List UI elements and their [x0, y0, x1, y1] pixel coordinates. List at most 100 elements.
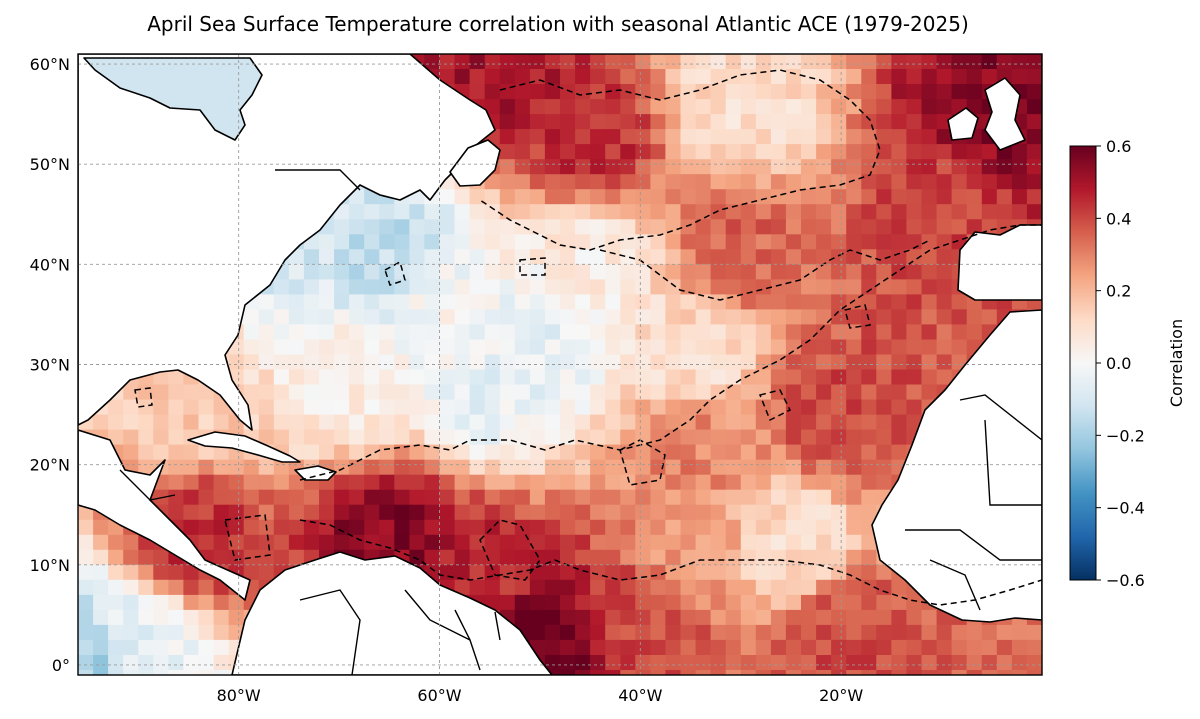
heatmap-cell	[243, 549, 260, 566]
heatmap-cell	[831, 444, 847, 461]
heatmap-cell	[846, 339, 862, 356]
heatmap-cell	[605, 129, 621, 145]
heatmap-cell	[454, 354, 471, 371]
heatmap-cell	[906, 670, 923, 675]
heatmap-cell	[514, 204, 531, 220]
heatmap-cell	[801, 549, 817, 566]
heatmap-cell	[755, 564, 772, 581]
heatmap-cell	[650, 234, 667, 250]
border-line	[959, 394, 1042, 441]
heatmap-cell	[680, 309, 697, 325]
heatmap-cell	[454, 474, 471, 491]
heatmap-cell	[529, 219, 546, 235]
heatmap-cell	[710, 309, 727, 325]
heatmap-cell	[936, 354, 953, 371]
heatmap-cell	[379, 234, 395, 250]
heatmap-cell	[680, 579, 697, 596]
heatmap-cell	[966, 174, 983, 190]
heatmap-cell	[891, 309, 908, 325]
heatmap-cell	[168, 414, 185, 431]
land-newfoundland	[449, 139, 501, 187]
heatmap-cell	[921, 309, 938, 325]
heatmap-cell	[469, 204, 486, 220]
heatmap-cell	[123, 414, 139, 431]
heatmap-cell	[590, 489, 606, 506]
heatmap-cell	[891, 624, 908, 641]
heatmap-cell	[816, 655, 832, 671]
heatmap-cell	[816, 294, 832, 310]
heatmap-cell	[424, 294, 441, 310]
heatmap-cell	[364, 384, 380, 401]
heatmap-cell	[529, 624, 546, 641]
heatmap-cell	[740, 174, 757, 190]
heatmap-cell	[575, 159, 591, 175]
heatmap-cell	[560, 144, 576, 160]
heatmap-cell	[831, 519, 847, 536]
land-hispaniola	[294, 465, 337, 481]
heatmap-cell	[695, 655, 712, 671]
heatmap-cell	[605, 354, 621, 371]
heatmap-cell	[861, 189, 877, 205]
land-ireland	[947, 107, 979, 141]
heatmap-cell	[725, 324, 742, 340]
heatmap-cell	[394, 414, 410, 431]
heatmap-cell	[544, 339, 561, 356]
heatmap-cell	[364, 234, 380, 250]
heatmap-cell	[319, 534, 335, 551]
heatmap-cell	[605, 264, 621, 280]
heatmap-cell	[198, 489, 215, 506]
heatmap-cell	[951, 144, 968, 160]
heatmap-cell	[936, 639, 953, 656]
heatmap-cell	[123, 384, 139, 401]
heatmap-cell	[770, 339, 787, 356]
heatmap-cell	[529, 309, 546, 325]
heatmap-cell	[981, 174, 998, 190]
heatmap-cell	[996, 655, 1013, 671]
heatmap-cell	[725, 670, 742, 675]
heatmap-cell	[801, 624, 817, 641]
heatmap-cell	[1026, 655, 1042, 671]
heatmap-cell	[755, 639, 772, 656]
heatmap-cell	[183, 474, 200, 491]
heatmap-cell	[846, 144, 862, 160]
heatmap-cell	[861, 369, 877, 386]
heatmap-cell	[349, 309, 365, 325]
heatmap-cell	[409, 339, 426, 356]
heatmap-cell	[590, 670, 606, 675]
heatmap-cell	[891, 354, 908, 371]
heatmap-cell	[710, 444, 727, 461]
heatmap-cell	[785, 369, 802, 386]
heatmap-cell	[575, 639, 591, 656]
heatmap-cell	[951, 294, 968, 310]
heatmap-cell	[695, 384, 712, 401]
heatmap-cell	[755, 594, 772, 611]
heatmap-cell	[319, 324, 335, 340]
heatmap-cell	[424, 444, 441, 461]
heatmap-cell	[831, 670, 847, 675]
heatmap-cell	[394, 504, 410, 521]
heatmap-cell	[213, 489, 230, 506]
heatmap-cell	[560, 639, 576, 656]
heatmap-cell	[921, 609, 938, 626]
heatmap-cell	[936, 129, 953, 145]
heatmap-cell	[725, 144, 742, 160]
heatmap-cell	[710, 354, 727, 371]
heatmap-cell	[575, 670, 591, 675]
heatmap-cell	[364, 489, 380, 506]
heatmap-cell	[469, 279, 486, 295]
heatmap-cell	[710, 459, 727, 476]
heatmap-cell	[153, 655, 169, 671]
heatmap-cell	[770, 324, 787, 340]
heatmap-cell	[785, 519, 802, 536]
heatmap-cell	[680, 264, 697, 280]
heatmap-cell	[921, 159, 938, 175]
heatmap-cell	[831, 324, 847, 340]
heatmap-cell	[1026, 99, 1042, 115]
heatmap-cell	[680, 189, 697, 205]
land-africa	[871, 309, 1042, 623]
heatmap-cell	[529, 204, 546, 220]
heatmap-cell	[439, 324, 456, 340]
heatmap-cell	[816, 369, 832, 386]
heatmap-cell	[876, 189, 892, 205]
heatmap-cell	[93, 414, 109, 431]
